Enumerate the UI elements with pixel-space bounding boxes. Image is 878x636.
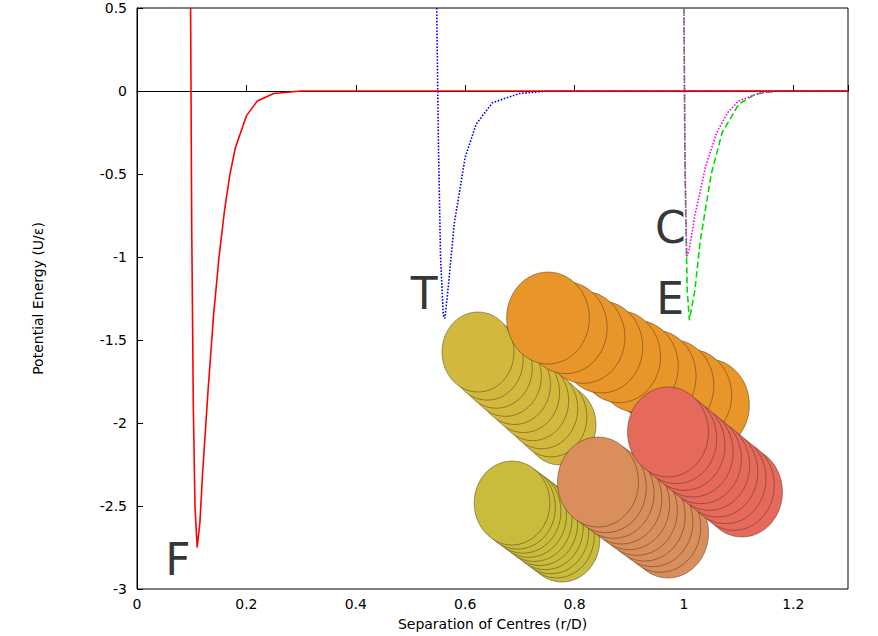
svg-text:C: C [655, 202, 686, 253]
svg-text:-0.5: -0.5 [100, 166, 127, 182]
svg-text:1.2: 1.2 [782, 596, 804, 612]
svg-text:T: T [410, 268, 438, 319]
svg-text:Potential Energy (U/ε): Potential Energy (U/ε) [30, 222, 46, 375]
svg-text:0.6: 0.6 [454, 596, 476, 612]
svg-text:-1.5: -1.5 [100, 332, 127, 348]
svg-text:-2: -2 [113, 415, 127, 431]
svg-text:F: F [165, 534, 190, 585]
svg-text:0: 0 [133, 596, 142, 612]
svg-text:0.2: 0.2 [235, 596, 257, 612]
svg-text:0.4: 0.4 [345, 596, 367, 612]
svg-text:0.5: 0.5 [105, 0, 127, 16]
svg-text:-2.5: -2.5 [100, 498, 127, 514]
svg-text:-3: -3 [113, 581, 127, 597]
svg-text:E: E [656, 273, 684, 324]
svg-text:-1: -1 [113, 249, 127, 265]
svg-text:0.8: 0.8 [563, 596, 585, 612]
svg-text:1: 1 [679, 596, 688, 612]
svg-text:Separation of Centres (r/D): Separation of Centres (r/D) [398, 616, 587, 632]
svg-text:0: 0 [118, 83, 127, 99]
